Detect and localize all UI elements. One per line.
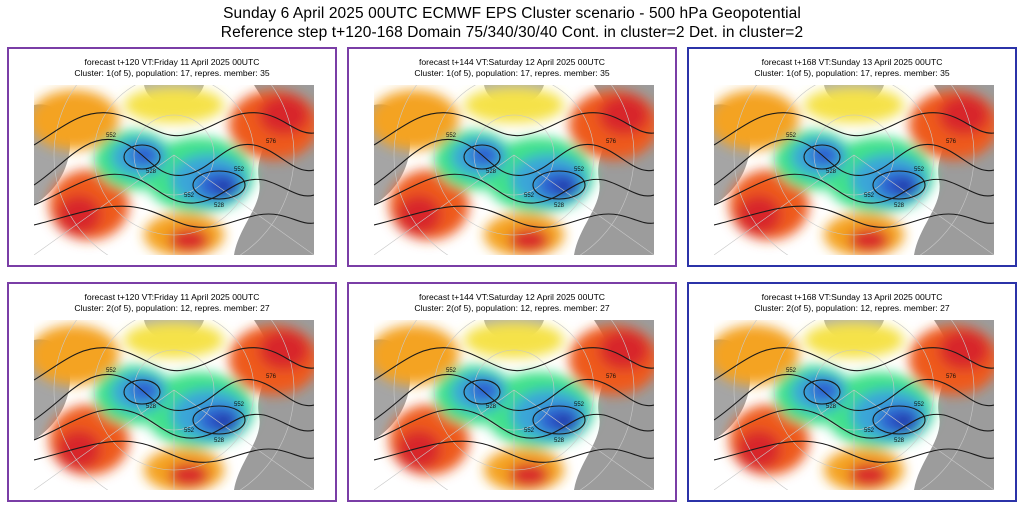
geopotential-contours: [34, 112, 314, 228]
contour-label: 576: [266, 139, 277, 145]
panel-caption-forecast: forecast t+144 VT:Saturday 12 April 2025…: [418, 292, 606, 302]
panel-cluster1-t168: forecast t+168 VT:Sunday 13 April 2025 0…: [687, 47, 1017, 267]
chart-title-line-2: Reference step t+120-168 Domain 75/340/3…: [220, 24, 804, 41]
contour-label: 552: [786, 133, 797, 139]
chart-title-block: Sunday 6 April 2025 00UTC ECMWF EPS Clus…: [0, 4, 1024, 42]
panel-caption-forecast: forecast t+168 VT:Sunday 13 April 2025 0…: [761, 57, 943, 67]
map-slot: 552 528 552 576 552 528: [714, 85, 994, 255]
panel-caption-forecast: forecast t+144 VT:Saturday 12 April 2025…: [418, 57, 606, 67]
graticule: [34, 85, 314, 255]
anomaly-map: 552 528 552 576 552 528: [374, 320, 654, 490]
contour-label: 552: [446, 368, 457, 374]
contour-label: 552: [524, 428, 535, 434]
panel-caption-cluster: Cluster: 1(of 5), population: 17, repres…: [414, 68, 610, 78]
anomaly-map: 552 528 552 576 552 528: [374, 85, 654, 255]
contour-label: 552: [234, 167, 245, 173]
contour-label: 576: [946, 374, 957, 380]
panel-caption-forecast: forecast t+168 VT:Sunday 13 April 2025 0…: [761, 292, 943, 302]
contour-label: 552: [914, 402, 925, 408]
contour-label: 552: [524, 193, 535, 199]
map-slot: 552 528 552 576 552 528: [34, 85, 314, 255]
anomaly-map: 552 528 552 576 552 528: [714, 320, 994, 490]
geopotential-contours: [374, 112, 654, 228]
contour-label: 528: [146, 404, 157, 410]
graticule: [714, 320, 994, 490]
panel-cluster2-t144: forecast t+144 VT:Saturday 12 April 2025…: [347, 282, 677, 502]
contour-label: 528: [554, 203, 565, 209]
geopotential-contours: [374, 347, 654, 463]
anomaly-shading: [374, 87, 654, 255]
contour-label: 528: [826, 169, 837, 175]
chart-title-line-1: Sunday 6 April 2025 00UTC ECMWF EPS Clus…: [223, 5, 801, 22]
anomaly-shading: [34, 87, 314, 255]
geopotential-contours: [34, 347, 314, 463]
map-slot: 552 528 552 576 552 528: [374, 85, 654, 255]
panel-caption-cluster: Cluster: 1(of 5), population: 17, repres…: [74, 68, 270, 78]
graticule: [34, 320, 314, 490]
contour-label: 528: [894, 203, 905, 209]
panel-cluster1-t144: forecast t+144 VT:Saturday 12 April 2025…: [347, 47, 677, 267]
contour-label: 552: [864, 428, 875, 434]
map-slot: 552 528 552 576 552 528: [374, 320, 654, 490]
contour-label: 552: [786, 368, 797, 374]
contour-label: 552: [106, 368, 117, 374]
contour-label: 552: [446, 133, 457, 139]
panel-caption-cluster: Cluster: 2(of 5), population: 12, repres…: [754, 303, 950, 313]
panel-caption-forecast: forecast t+120 VT:Friday 11 April 2025 0…: [84, 57, 260, 67]
graticule: [374, 85, 654, 255]
map-slot: 552 528 552 576 552 528: [714, 320, 994, 490]
anomaly-map: 552 528 552 576 552 528: [714, 85, 994, 255]
panel-cluster2-t168: forecast t+168 VT:Sunday 13 April 2025 0…: [687, 282, 1017, 502]
panel-caption-cluster: Cluster: 2(of 5), population: 12, repres…: [414, 303, 610, 313]
contour-label: 528: [214, 203, 225, 209]
contour-label: 576: [946, 139, 957, 145]
map-slot: 552 528 552 576 552 528: [34, 320, 314, 490]
panel-caption-cluster: Cluster: 2(of 5), population: 12, repres…: [74, 303, 270, 313]
contour-label: 528: [554, 438, 565, 444]
contour-label: 576: [266, 374, 277, 380]
contour-label: 552: [234, 402, 245, 408]
contour-label: 552: [864, 193, 875, 199]
panel-cluster1-t120: forecast t+120 VT:Friday 11 April 2025 0…: [7, 47, 337, 267]
contour-label: 528: [214, 438, 225, 444]
geopotential-contours: [714, 112, 994, 228]
contour-label: 552: [184, 193, 195, 199]
graticule: [374, 320, 654, 490]
anomaly-shading: [714, 87, 994, 255]
contour-label: 528: [826, 404, 837, 410]
contour-label: 528: [146, 169, 157, 175]
contour-label: 528: [486, 404, 497, 410]
panel-caption-cluster: Cluster: 1(of 5), population: 17, repres…: [754, 68, 950, 78]
contour-label: 552: [914, 167, 925, 173]
anomaly-shading: [714, 322, 994, 490]
contour-label: 552: [106, 133, 117, 139]
anomaly-shading: [34, 322, 314, 490]
contour-label: 552: [574, 167, 585, 173]
contour-label: 528: [894, 438, 905, 444]
contour-label: 576: [606, 374, 617, 380]
contour-label: 576: [606, 139, 617, 145]
contour-label: 552: [574, 402, 585, 408]
contour-label: 552: [184, 428, 195, 434]
anomaly-map: 552 528 552 576 552 528: [34, 85, 314, 255]
panel-cluster2-t120: forecast t+120 VT:Friday 11 April 2025 0…: [7, 282, 337, 502]
contour-label: 528: [486, 169, 497, 175]
graticule: [714, 85, 994, 255]
geopotential-contours: [714, 347, 994, 463]
anomaly-map: 552 528 552 576 552 528: [34, 320, 314, 490]
panel-caption-forecast: forecast t+120 VT:Friday 11 April 2025 0…: [84, 292, 260, 302]
